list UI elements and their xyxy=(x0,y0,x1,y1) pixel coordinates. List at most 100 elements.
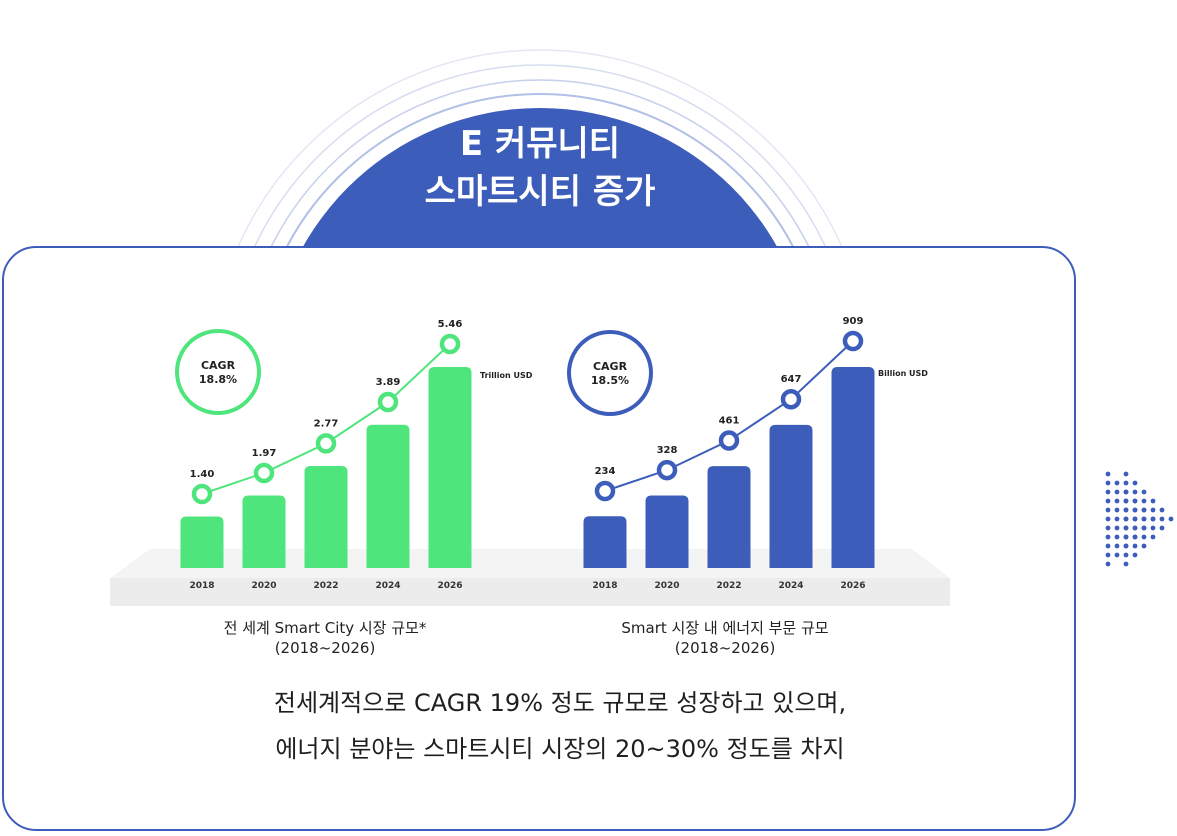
chevron-dot xyxy=(1105,525,1111,531)
x-tick-label: 2018 xyxy=(592,581,617,591)
cagr-badge-value: 18.5% xyxy=(591,374,629,387)
data-label-2022: 2.77 xyxy=(314,418,339,429)
chart-caption-right: Smart 시장 내 에너지 부문 규모 (2018~2026) xyxy=(515,618,935,658)
chevron-dot xyxy=(1105,489,1111,495)
chevron-dot xyxy=(1105,543,1111,549)
bar-2022 xyxy=(707,466,751,568)
data-label-2020: 328 xyxy=(657,445,678,456)
cagr-badge-value: 18.8% xyxy=(199,373,237,386)
x-tick-label: 2022 xyxy=(313,581,338,591)
chevron-dot xyxy=(1141,543,1147,549)
chevron-dot xyxy=(1141,489,1147,495)
data-label-2024: 647 xyxy=(781,374,802,385)
chevron-dot xyxy=(1105,471,1111,477)
bar-2020 xyxy=(242,495,286,568)
chevron-dot xyxy=(1132,480,1138,486)
chevron-dot xyxy=(1159,516,1165,522)
chevron-dot xyxy=(1114,543,1120,549)
chevron-dot xyxy=(1132,552,1138,558)
x-tick-label: 2018 xyxy=(189,581,214,591)
chevron-dot xyxy=(1141,525,1147,531)
chevron-dot xyxy=(1114,552,1120,558)
chevron-dot xyxy=(1123,471,1129,477)
x-tick-label: 2022 xyxy=(716,581,741,591)
x-tick-label: 2026 xyxy=(840,581,865,591)
chevron-dot xyxy=(1123,534,1129,540)
chevron-dot xyxy=(1114,498,1120,504)
data-label-2026: 5.46 xyxy=(438,319,463,330)
chevron-dot xyxy=(1132,498,1138,504)
halo-ring-2 xyxy=(264,79,816,260)
point-marker-2026 xyxy=(439,333,461,355)
data-label-2018: 234 xyxy=(595,466,616,477)
chevron-dot xyxy=(1105,561,1111,567)
caption-left-line-1: 전 세계 Smart City 시장 규모* xyxy=(223,619,427,637)
point-marker-2024 xyxy=(377,391,399,413)
chevron-dot xyxy=(1105,480,1111,486)
data-label-2024: 3.89 xyxy=(376,377,401,388)
chevron-dot xyxy=(1150,498,1156,504)
data-label-2022: 461 xyxy=(719,416,740,427)
chevron-dot xyxy=(1105,498,1111,504)
bar-2020 xyxy=(645,495,689,568)
chevron-dot xyxy=(1132,507,1138,513)
chevron-dot xyxy=(1105,552,1111,558)
x-tick-label: 2024 xyxy=(778,581,803,591)
point-marker-2022 xyxy=(718,430,740,451)
chevron-dot xyxy=(1141,534,1147,540)
chevron-dot xyxy=(1114,489,1120,495)
chevron-dot xyxy=(1114,534,1120,540)
chevron-dot xyxy=(1105,507,1111,513)
chevron-dot xyxy=(1159,525,1165,531)
halo-ring-outer xyxy=(231,49,849,260)
chevron-dot xyxy=(1123,561,1129,567)
bar-2024 xyxy=(366,424,410,568)
title-line-1: E 커뮤니티 xyxy=(459,124,621,164)
chevron-dot xyxy=(1132,516,1138,522)
bar-2022 xyxy=(304,466,348,568)
data-label-2020: 1.97 xyxy=(252,448,277,459)
chevron-dot xyxy=(1150,507,1156,513)
dotted-chevron-right-icon xyxy=(1105,471,1174,567)
point-marker-2026 xyxy=(842,330,864,352)
point-marker-2024 xyxy=(780,388,802,410)
chevron-dot xyxy=(1114,480,1120,486)
point-marker-2018 xyxy=(191,483,213,505)
chevron-dot xyxy=(1123,489,1129,495)
chevron-dot xyxy=(1105,516,1111,522)
chevron-dot xyxy=(1132,525,1138,531)
data-label-2018: 1.40 xyxy=(190,469,215,480)
chevron-dot xyxy=(1150,516,1156,522)
cagr-badge-label: CAGR xyxy=(593,360,628,373)
cagr-badge xyxy=(175,329,261,415)
halo-ring-3 xyxy=(248,64,832,260)
title-halo xyxy=(231,49,849,260)
x-tick-label: 2024 xyxy=(375,581,400,591)
title-circle xyxy=(295,108,785,260)
bar-2018 xyxy=(583,516,627,568)
chevron-dot xyxy=(1132,489,1138,495)
x-tick-label: 2020 xyxy=(251,581,276,591)
cagr-badge-label: CAGR xyxy=(201,359,236,372)
floor-front xyxy=(110,578,950,606)
point-marker-2018 xyxy=(594,480,616,502)
caption-left-line-2: (2018~2026) xyxy=(274,639,376,657)
chevron-dot xyxy=(1150,534,1156,540)
floor-top xyxy=(110,549,950,578)
chevron-dot xyxy=(1132,534,1138,540)
point-marker-2022 xyxy=(315,433,337,454)
unit-label: Trillion USD xyxy=(480,371,533,380)
chevron-dot xyxy=(1114,507,1120,513)
chevron-dot xyxy=(1123,498,1129,504)
chevron-dot xyxy=(1150,525,1156,531)
chart-caption-left: 전 세계 Smart City 시장 규모* (2018~2026) xyxy=(115,618,535,658)
chevron-dot xyxy=(1141,516,1147,522)
summary-text: 전세계적으로 CAGR 19% 정도 규모로 성장하고 있으며, 에너지 분야는… xyxy=(140,680,980,772)
bar-2026 xyxy=(428,367,472,568)
caption-right-line-2: (2018~2026) xyxy=(674,639,776,657)
bar-2018 xyxy=(180,516,224,568)
chevron-dot xyxy=(1123,480,1129,486)
data-label-2026: 909 xyxy=(843,316,864,327)
